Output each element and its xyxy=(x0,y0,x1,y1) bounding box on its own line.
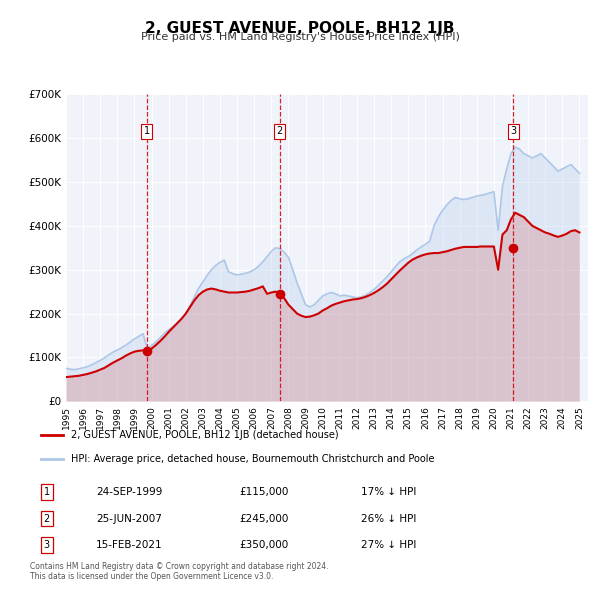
Text: 1: 1 xyxy=(144,126,150,136)
Text: 3: 3 xyxy=(510,126,516,136)
Text: Contains HM Land Registry data © Crown copyright and database right 2024.
This d: Contains HM Land Registry data © Crown c… xyxy=(30,562,329,581)
Text: 2: 2 xyxy=(277,126,283,136)
Text: £115,000: £115,000 xyxy=(240,487,289,497)
Text: £350,000: £350,000 xyxy=(240,540,289,550)
Text: HPI: Average price, detached house, Bournemouth Christchurch and Poole: HPI: Average price, detached house, Bour… xyxy=(71,454,435,464)
Text: 3: 3 xyxy=(43,540,50,550)
Text: 25-JUN-2007: 25-JUN-2007 xyxy=(96,513,162,523)
Text: 26% ↓ HPI: 26% ↓ HPI xyxy=(361,513,416,523)
Text: 15-FEB-2021: 15-FEB-2021 xyxy=(96,540,163,550)
Text: 1: 1 xyxy=(43,487,50,497)
Text: 24-SEP-1999: 24-SEP-1999 xyxy=(96,487,163,497)
Text: 27% ↓ HPI: 27% ↓ HPI xyxy=(361,540,416,550)
Text: 2: 2 xyxy=(43,513,50,523)
Text: 2, GUEST AVENUE, POOLE, BH12 1JB: 2, GUEST AVENUE, POOLE, BH12 1JB xyxy=(145,21,455,35)
Text: 2, GUEST AVENUE, POOLE, BH12 1JB (detached house): 2, GUEST AVENUE, POOLE, BH12 1JB (detach… xyxy=(71,430,339,440)
Text: Price paid vs. HM Land Registry's House Price Index (HPI): Price paid vs. HM Land Registry's House … xyxy=(140,32,460,42)
Text: £245,000: £245,000 xyxy=(240,513,289,523)
Text: 17% ↓ HPI: 17% ↓ HPI xyxy=(361,487,416,497)
